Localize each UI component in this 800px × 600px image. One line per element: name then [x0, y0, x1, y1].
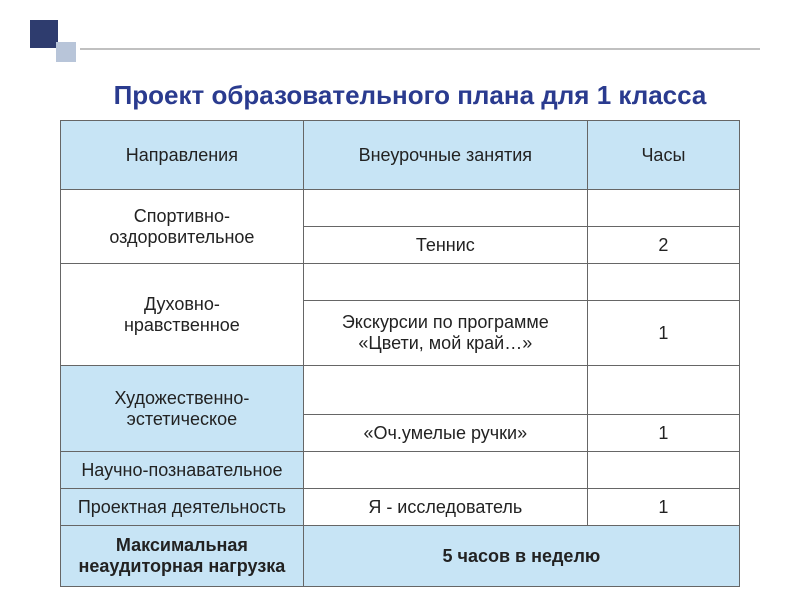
cell-empty: [587, 366, 739, 415]
direction-art: Художественно- эстетическое: [61, 366, 304, 452]
cell-hours: 1: [587, 415, 739, 452]
cell-empty: [587, 190, 739, 227]
header-col-hours: Часы: [587, 121, 739, 190]
curriculum-table: Направления Внеурочные занятия Часы Спор…: [60, 120, 740, 587]
cell-activity: Я - исследователь: [303, 489, 587, 526]
direction-moral: Духовно- нравственное: [61, 264, 304, 366]
cell-empty: [303, 452, 587, 489]
cell-activity: Экскурсии по программе «Цвети, мой край……: [303, 301, 587, 366]
footer-value: 5 часов в неделю: [303, 526, 739, 587]
cell-empty: [587, 264, 739, 301]
direction-science: Научно-познавательное: [61, 452, 304, 489]
horizontal-rule: [80, 48, 760, 50]
cell-activity: Теннис: [303, 227, 587, 264]
footer-label: Максимальная неаудиторная нагрузка: [61, 526, 304, 587]
slide-title: Проект образовательного плана для 1 клас…: [50, 80, 770, 111]
cell-empty: [303, 264, 587, 301]
cell-hours: 1: [587, 489, 739, 526]
header-col-activities: Внеурочные занятия: [303, 121, 587, 190]
header-col-directions: Направления: [61, 121, 304, 190]
cell-empty: [303, 190, 587, 227]
direction-sport: Спортивно- оздоровительное: [61, 190, 304, 264]
cell-hours: 1: [587, 301, 739, 366]
cell-activity: «Оч.умелые ручки»: [303, 415, 587, 452]
cell-empty: [587, 452, 739, 489]
direction-project: Проектная деятельность: [61, 489, 304, 526]
cell-empty: [303, 366, 587, 415]
cell-hours: 2: [587, 227, 739, 264]
